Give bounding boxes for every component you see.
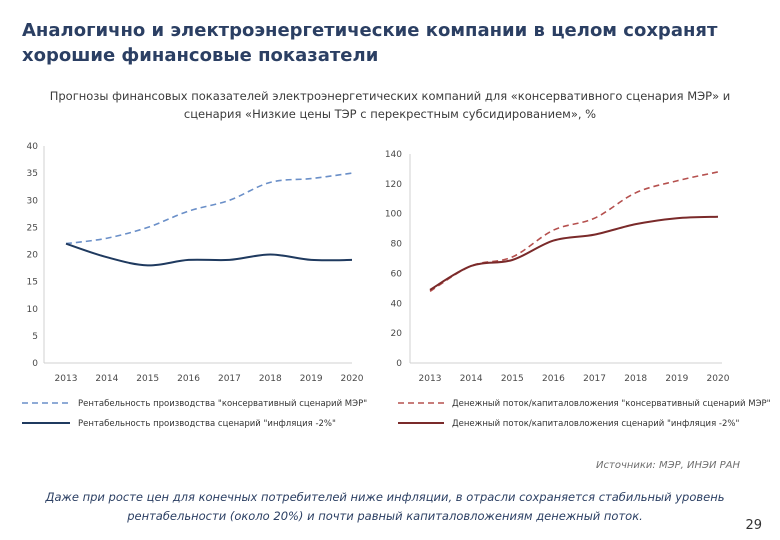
left-y-tick-label: 10: [27, 305, 39, 315]
left-x-tick-label: 2013: [55, 374, 78, 384]
left-y-tick-label: 0: [32, 359, 38, 369]
right-x-tick-label: 2019: [665, 374, 688, 384]
right-x-tick-label: 2014: [460, 374, 483, 384]
left-y-tick-label: 40: [27, 142, 39, 152]
right-x-tick-label: 2017: [583, 374, 606, 384]
slide-title: Аналогично и электроэнергетические компа…: [22, 20, 718, 66]
left-y-tick-label: 5: [32, 332, 38, 342]
right-x-tick-label: 2018: [624, 374, 647, 384]
left-legend-label: Рентабельность производства "консерватив…: [78, 399, 367, 409]
right-x-tick-label: 2013: [419, 374, 442, 384]
right-y-tick-label: 60: [391, 269, 403, 279]
page-number: 29: [745, 518, 762, 533]
left-series-line-inflation: [65, 242, 353, 267]
right-y-tick-label: 20: [391, 329, 403, 339]
right-y-tick-label: 0: [396, 359, 402, 369]
source-note: Источники: МЭР, ИНЭИ РАН: [596, 460, 740, 471]
left-x-tick-label: 2016: [177, 374, 200, 384]
left-legend-label: Рентабельность производства сценарий "ин…: [78, 419, 336, 429]
left-x-tick-label: 2020: [341, 374, 364, 384]
right-y-tick-label: 40: [391, 299, 403, 309]
chart-subtitle: Прогнозы финансовых показателей электроэ…: [49, 89, 731, 121]
left-x-tick-label: 2014: [95, 374, 118, 384]
left-series-line-conservative: [65, 172, 353, 245]
right-series-line-conservative: [429, 171, 719, 293]
left-y-tick-label: 25: [27, 223, 38, 233]
right-y-tick-label: 120: [385, 180, 402, 190]
right-x-tick-label: 2016: [542, 374, 565, 384]
right-y-tick-label: 80: [391, 240, 403, 250]
left-y-tick-label: 20: [27, 251, 39, 261]
cashflow-capex-chart: 0 20 40 60 80 100 120 140 2013 2014 2015 2016 2017 20…: [385, 150, 771, 429]
left-y-tick-label: 15: [27, 278, 38, 288]
right-series-line-inflation: [429, 215, 719, 291]
right-x-tick-label: 2020: [707, 374, 730, 384]
right-y-tick-label: 100: [385, 210, 402, 220]
right-legend-label: Денежный поток/капиталовложения "консерв…: [452, 399, 771, 409]
left-y-tick-label: 35: [27, 169, 38, 179]
profitability-chart: 0 5 10 15 20 25 30 35 40 2013 2014 2015 2016 2017 2018…: [22, 142, 367, 429]
right-x-tick-label: 2015: [501, 374, 524, 384]
right-y-tick-label: 140: [385, 150, 402, 160]
left-x-tick-label: 2015: [136, 374, 159, 384]
right-legend-label: Денежный поток/капиталовложения сценарий…: [452, 419, 739, 429]
left-x-tick-label: 2018: [259, 374, 282, 384]
conclusion-text: Даже при росте цен для конечных потребит…: [45, 490, 725, 523]
left-x-tick-label: 2017: [218, 374, 241, 384]
left-y-tick-label: 30: [27, 196, 39, 206]
left-x-tick-label: 2019: [300, 374, 323, 384]
